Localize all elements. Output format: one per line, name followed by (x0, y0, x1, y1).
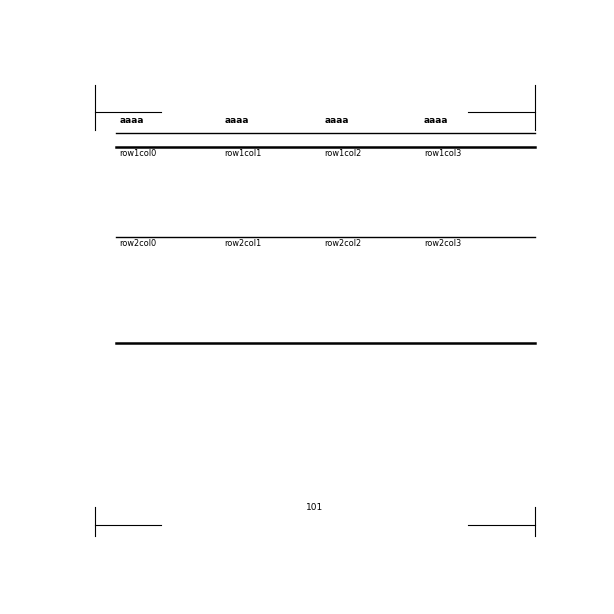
Text: row1col3: row1col3 (424, 149, 461, 158)
Text: row1col0: row1col0 (120, 149, 157, 158)
Text: row1col2: row1col2 (324, 149, 362, 158)
Text: row2col3: row2col3 (424, 239, 461, 248)
Text: aaaa: aaaa (120, 116, 144, 125)
Text: row2col2: row2col2 (324, 239, 361, 248)
Text: aaaa: aaaa (324, 116, 349, 125)
Text: aaaa: aaaa (224, 116, 249, 125)
Text: row1col1: row1col1 (224, 149, 262, 158)
Text: row2col0: row2col0 (120, 239, 157, 248)
Text: aaaa: aaaa (424, 116, 449, 125)
Text: 101: 101 (306, 503, 324, 512)
Text: row2col1: row2col1 (224, 239, 262, 248)
